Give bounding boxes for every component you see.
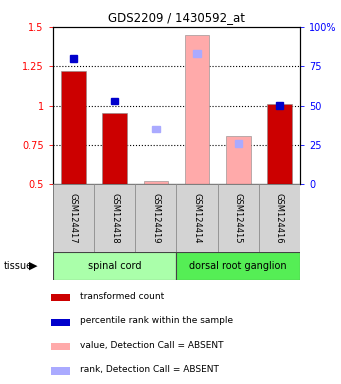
Bar — [53, 252, 177, 280]
Text: GSM124415: GSM124415 — [234, 193, 243, 243]
Text: tissue: tissue — [3, 261, 32, 271]
Bar — [144, 181, 168, 184]
Text: rank, Detection Call = ABSENT: rank, Detection Call = ABSENT — [80, 365, 219, 374]
Bar — [259, 184, 300, 252]
Bar — [135, 184, 177, 252]
Bar — [226, 136, 251, 184]
Bar — [152, 126, 160, 132]
Text: spinal cord: spinal cord — [88, 261, 142, 271]
Bar — [51, 319, 70, 326]
Text: dorsal root ganglion: dorsal root ganglion — [190, 261, 287, 271]
Title: GDS2209 / 1430592_at: GDS2209 / 1430592_at — [108, 11, 245, 24]
Bar — [193, 50, 201, 57]
Text: percentile rank within the sample: percentile rank within the sample — [80, 316, 234, 325]
Bar — [53, 184, 94, 252]
Bar — [94, 184, 135, 252]
Bar — [218, 184, 259, 252]
Text: ▶: ▶ — [29, 261, 38, 271]
Bar — [51, 367, 70, 374]
Bar — [177, 252, 300, 280]
Bar — [185, 35, 209, 184]
Bar — [102, 114, 127, 184]
Text: GSM124419: GSM124419 — [151, 193, 160, 243]
Bar — [111, 98, 118, 104]
Bar — [267, 104, 292, 184]
Bar — [51, 343, 70, 350]
Bar — [70, 55, 77, 61]
Bar — [276, 103, 283, 109]
Text: value, Detection Call = ABSENT: value, Detection Call = ABSENT — [80, 341, 224, 350]
Bar — [177, 184, 218, 252]
Bar — [61, 71, 86, 184]
Text: GSM124417: GSM124417 — [69, 193, 78, 243]
Text: GSM124414: GSM124414 — [193, 193, 202, 243]
Bar — [51, 294, 70, 301]
Text: GSM124416: GSM124416 — [275, 193, 284, 243]
Bar — [235, 140, 242, 147]
Text: transformed count: transformed count — [80, 292, 165, 301]
Text: GSM124418: GSM124418 — [110, 193, 119, 243]
